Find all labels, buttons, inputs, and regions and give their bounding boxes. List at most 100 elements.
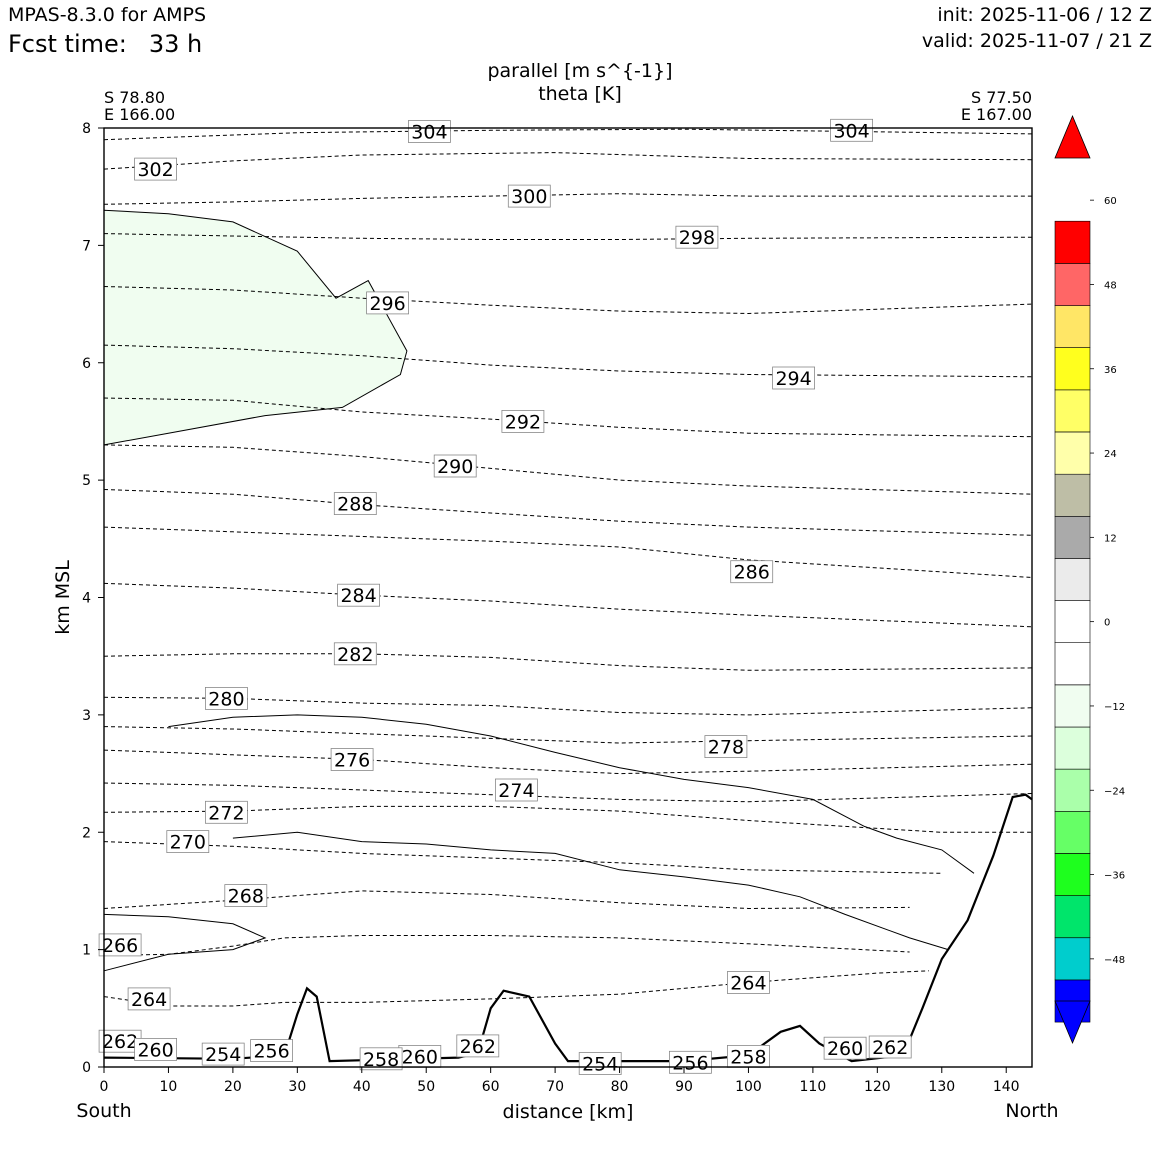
wind-contour-1 <box>232 831 949 951</box>
svg-text:302: 302 <box>137 159 173 181</box>
start-lat: S 78.80 <box>104 88 166 107</box>
theta-label-288: 288 <box>333 492 377 516</box>
theta-label-266: 266 <box>98 933 142 957</box>
x-tick-label-0: 0 <box>100 1079 109 1095</box>
svg-text:298: 298 <box>679 227 715 249</box>
theta-label-254-1: 254 <box>578 1052 622 1076</box>
svg-text:264: 264 <box>730 973 766 995</box>
theta-isoline-2 <box>103 193 1032 205</box>
theta-isoline-4 <box>103 286 1033 315</box>
theta-isoline-14 <box>103 749 1033 775</box>
theta-contour-layer <box>103 128 1033 1007</box>
svg-text:286: 286 <box>734 562 770 584</box>
x-tick-label-50: 50 <box>417 1079 435 1095</box>
theta-label-280: 280 <box>204 687 248 710</box>
colorbar-swatch-18 <box>1054 473 1091 517</box>
svg-text:304: 304 <box>833 120 869 142</box>
theta-isoline-20 <box>103 970 929 1007</box>
theta-label-258-1: 258 <box>727 1045 770 1068</box>
end-lon: E 167.00 <box>960 105 1032 124</box>
theta-isoline-10 <box>103 582 1033 628</box>
theta-isoline-11 <box>103 653 1033 671</box>
svg-text:264: 264 <box>131 989 167 1011</box>
theta-label-284: 284 <box>337 583 381 607</box>
theta-label-302: 302 <box>134 157 178 181</box>
svg-text:260: 260 <box>827 1038 863 1060</box>
theta-label-262-1: 262 <box>456 1034 500 1058</box>
theta-label-260-2: 260 <box>823 1036 867 1060</box>
colorbar-tick-label-0: 0 <box>1104 618 1110 629</box>
colorbar-tick-label-36: 36 <box>1104 365 1117 376</box>
svg-text:254: 254 <box>205 1044 241 1066</box>
svg-text:290: 290 <box>437 456 473 478</box>
colorbar-swatch-24 <box>1054 431 1091 475</box>
x-tick-label-70: 70 <box>546 1079 564 1095</box>
y-tick-label-4: 4 <box>82 591 91 607</box>
y-tick-label-2: 2 <box>82 825 91 841</box>
init-time: init: 2025-11-06 / 12 Z <box>937 4 1152 26</box>
svg-text:262: 262 <box>102 1031 138 1053</box>
svg-text:258: 258 <box>363 1049 399 1071</box>
svg-text:270: 270 <box>170 832 206 854</box>
x-tick-label-110: 110 <box>800 1079 827 1095</box>
svg-text:256: 256 <box>253 1041 289 1063</box>
theta-isoline-15 <box>103 782 1033 803</box>
svg-text:280: 280 <box>208 688 244 710</box>
forecast-time-label: Fcst time: <box>8 30 127 58</box>
forecast-time-value: 33 h <box>148 30 203 58</box>
theta-label-258-0: 258 <box>359 1047 403 1071</box>
theta-isoline-1 <box>103 152 1033 170</box>
theta-label-256-1: 256 <box>669 1050 712 1074</box>
x-tick-label-60: 60 <box>482 1079 500 1095</box>
colorbar: −48 −36 −24 −12 0 12 24 36 48 60 <box>1054 114 1125 1045</box>
theta-isoline-0 <box>103 128 1033 141</box>
wind-fill-layer <box>103 209 408 446</box>
colorbar-tick-label--48: −48 <box>1104 955 1125 966</box>
theta-label-304-1: 304 <box>830 118 873 142</box>
forecast-time: Fcst time: 33 h <box>8 30 202 58</box>
theta-label-262-2: 262 <box>868 1035 912 1059</box>
chart-title: parallel [m s^{-1}] <box>487 60 673 82</box>
x-tick-label-30: 30 <box>288 1079 306 1095</box>
theta-label-276: 276 <box>330 748 374 772</box>
colorbar-swatch--36 <box>1054 853 1091 896</box>
x-tick-label-140: 140 <box>993 1079 1020 1095</box>
theta-label-298: 298 <box>675 225 719 249</box>
svg-text:260: 260 <box>137 1039 173 1061</box>
y-tick-label-0: 0 <box>82 1060 91 1076</box>
theta-label-274: 274 <box>494 778 538 802</box>
colorbar-extend-max <box>1054 114 1091 159</box>
theta-label-278: 278 <box>704 735 748 759</box>
colorbar-swatch-0 <box>1054 600 1091 643</box>
svg-text:262: 262 <box>872 1037 908 1059</box>
svg-text:256: 256 <box>672 1052 708 1074</box>
colorbar-swatch--18 <box>1054 726 1091 770</box>
svg-text:282: 282 <box>337 644 373 666</box>
svg-text:274: 274 <box>498 780 534 802</box>
valid-time: valid: 2025-11-07 / 21 Z <box>921 30 1152 52</box>
colorbar-tick-label-24: 24 <box>1104 449 1117 460</box>
x-tick-label-10: 10 <box>160 1079 178 1095</box>
x-tick-label-130: 130 <box>928 1079 955 1095</box>
negative-wind-region <box>103 209 408 446</box>
theta-isoline-3 <box>103 233 1033 240</box>
svg-text:278: 278 <box>708 737 744 759</box>
theta-label-260-0: 260 <box>134 1038 178 1061</box>
model-title: MPAS-8.3.0 for AMPS <box>8 4 207 26</box>
colorbar-swatch-30 <box>1054 389 1091 433</box>
x-tick-label-80: 80 <box>611 1079 629 1095</box>
colorbar-swatch-48 <box>1054 263 1091 306</box>
theta-isoline-6 <box>103 397 1033 438</box>
colorbar-swatch-36 <box>1054 347 1091 391</box>
y-tick-label-5: 5 <box>82 473 91 489</box>
svg-text:304: 304 <box>411 122 447 144</box>
y-tick-label-6: 6 <box>82 356 91 372</box>
wind-zero-contour-layer <box>103 714 975 972</box>
theta-label-300: 300 <box>507 184 551 208</box>
svg-text:266: 266 <box>102 935 138 957</box>
theta-label-296: 296 <box>366 291 410 315</box>
colorbar-tick-label--24: −24 <box>1104 786 1125 797</box>
end-point-coords: S 77.50 E 167.00 <box>961 89 1032 123</box>
svg-text:254: 254 <box>582 1054 618 1076</box>
